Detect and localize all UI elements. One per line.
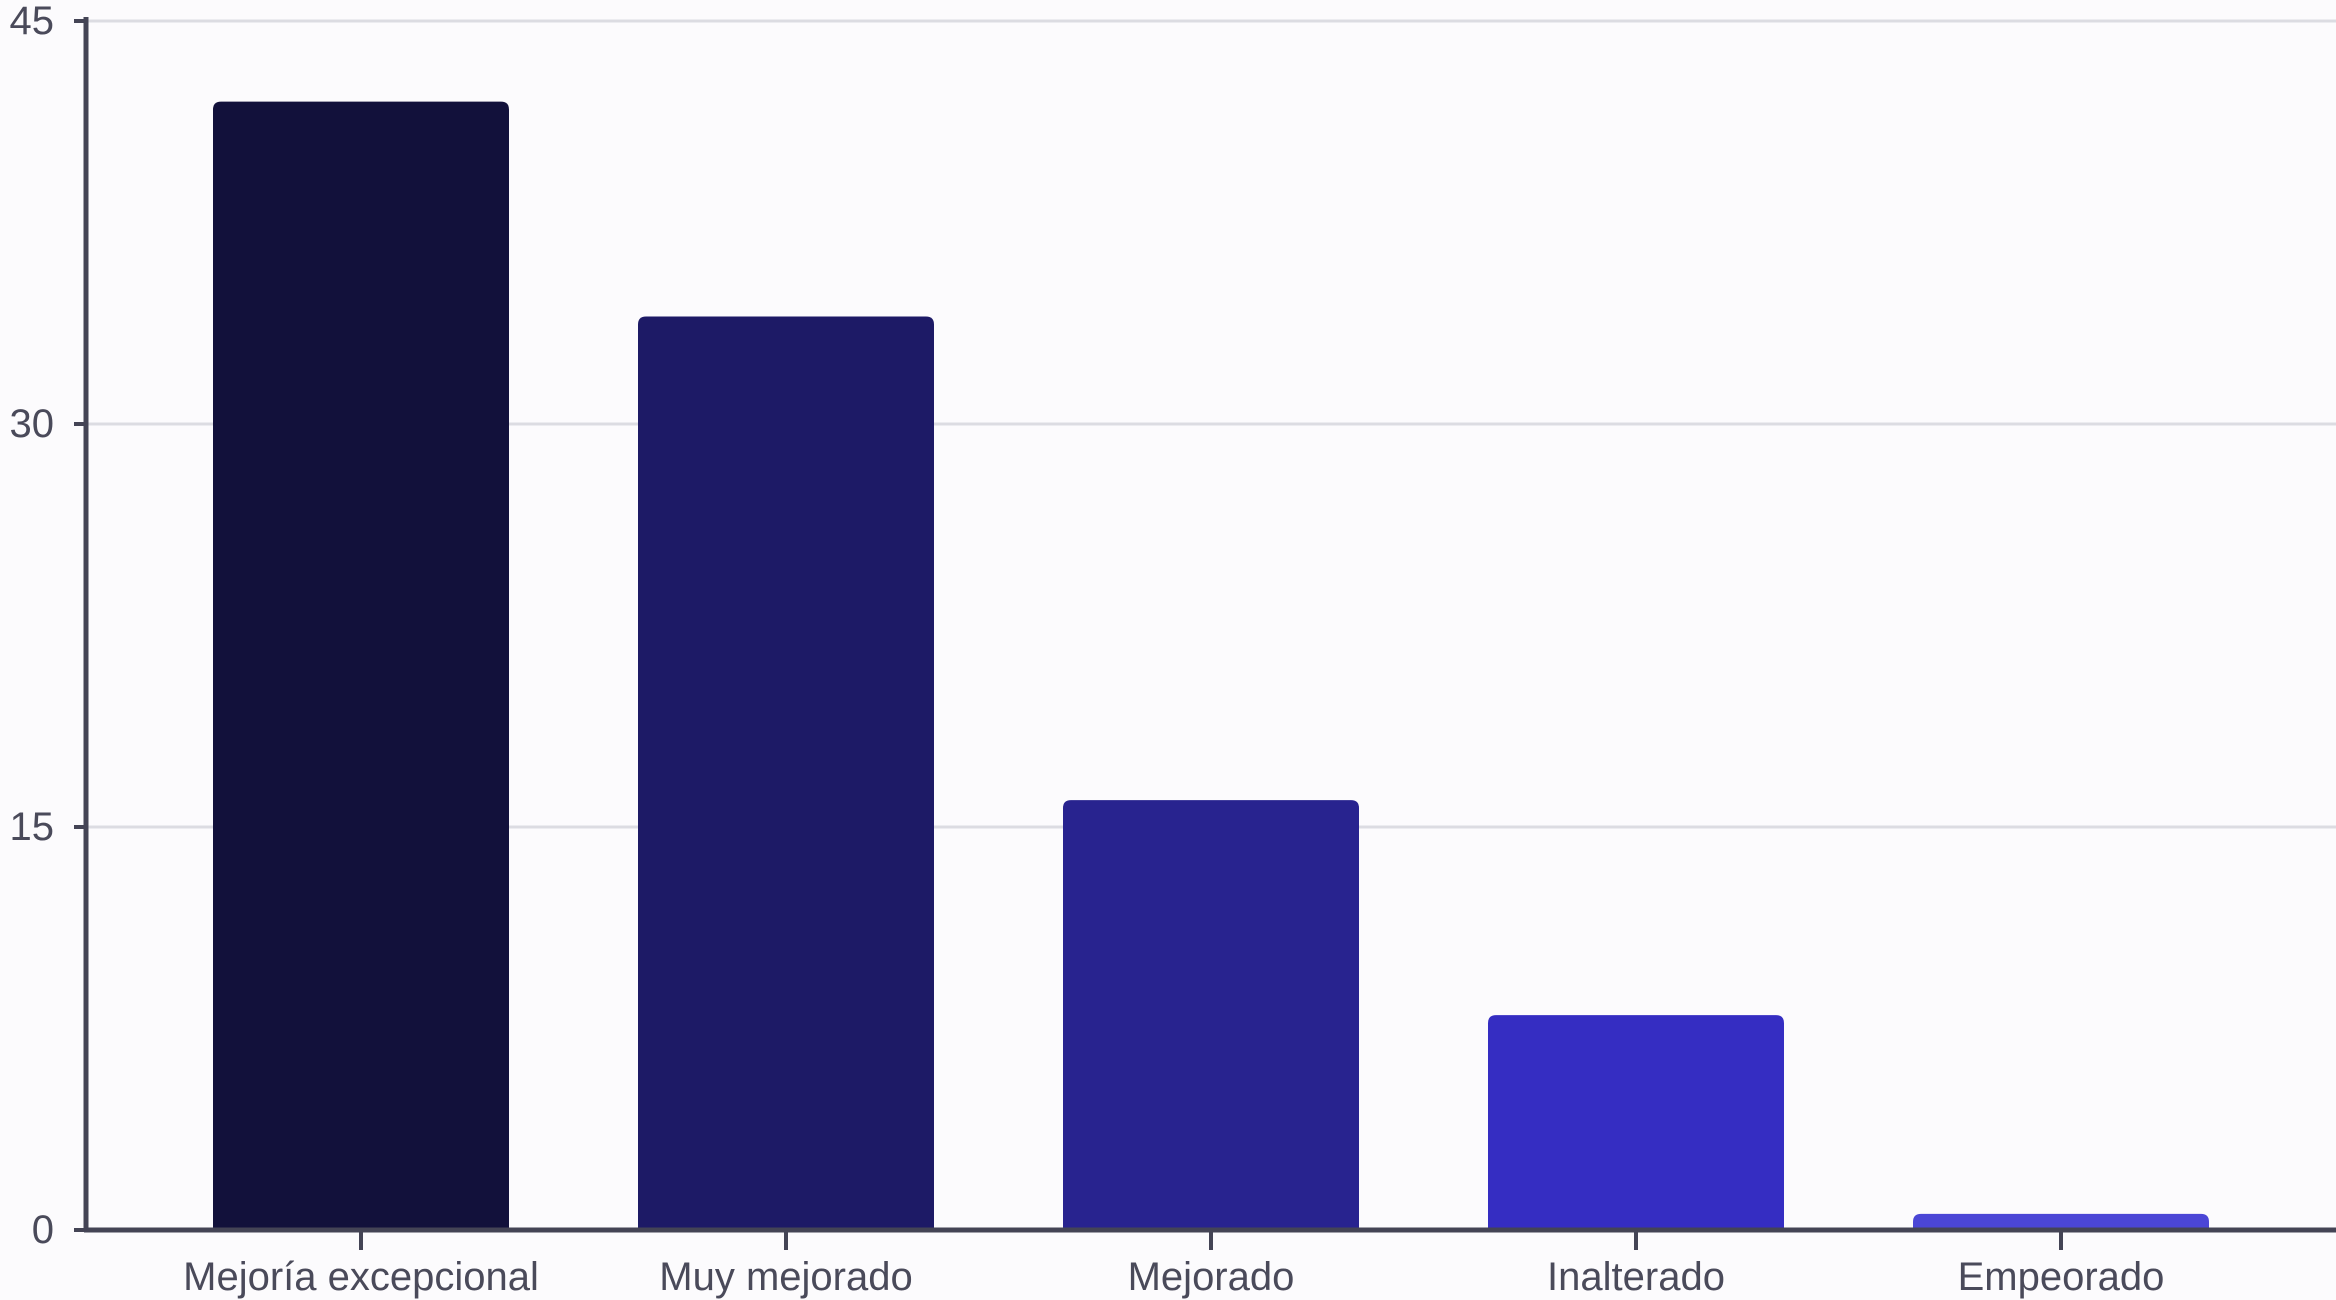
bar-3 [1488, 1015, 1784, 1230]
bar-2 [1063, 800, 1359, 1230]
x-tick-label: Muy mejorado [659, 1255, 912, 1299]
x-axis-ticks: Mejoría excepcional Muy mejorado Mejorado I… [183, 1230, 2164, 1299]
y-tick-label: 15 [10, 805, 55, 849]
x-tick-label: Mejorado [1128, 1255, 1295, 1299]
x-tick-label: Mejoría excepcional [183, 1255, 539, 1299]
x-tick-label: Inalterado [1547, 1255, 1725, 1299]
x-tick-label: Empeorado [1958, 1255, 2165, 1299]
y-tick-label: 45 [10, 0, 55, 43]
y-tick-label: 30 [10, 402, 55, 446]
y-tick-label: 0 [32, 1208, 54, 1252]
bar-0 [213, 101, 509, 1231]
bars [213, 101, 2209, 1231]
bar-1 [638, 316, 934, 1230]
bar-4 [1913, 1213, 2209, 1230]
y-axis-ticks: 0 15 30 45 [10, 0, 86, 1252]
